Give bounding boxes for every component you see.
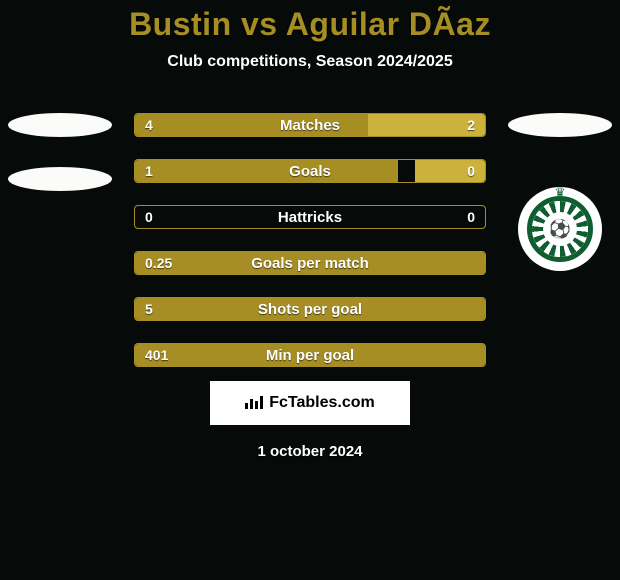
stat-value-left: 0.25 [145,252,172,274]
stat-bar-left [135,252,485,274]
stat-bar-left [135,114,368,136]
stat-row: 10Goals [134,159,486,183]
stat-row: 42Matches [134,113,486,137]
stat-row: 401Min per goal [134,343,486,367]
club-badge-inner: ⚽ [527,196,593,262]
stat-value-left: 5 [145,298,153,320]
stats-bars-column: 42Matches10Goals00Hattricks0.25Goals per… [120,113,500,367]
stat-bar-left [135,298,485,320]
player-left-shape-2 [8,167,112,191]
stat-row: 5Shots per goal [134,297,486,321]
stat-bar-left [135,344,485,366]
page-subtitle: Club competitions, Season 2024/2025 [167,53,452,71]
comparison-infographic: Bustin vs Aguilar DÃ­az Club competition… [0,0,620,460]
stat-value-right: 2 [467,114,475,136]
stat-value-left: 1 [145,160,153,182]
page-title: Bustin vs Aguilar DÃ­az [129,6,491,43]
right-player-column: ♛ ⚽ [500,113,620,271]
stat-value-right: 0 [467,160,475,182]
player-left-shape-1 [8,113,112,137]
brand-badge: FcTables.com [210,381,410,425]
brand-text: FcTables.com [269,394,375,412]
stat-row: 0 0Hattricks [134,205,486,229]
club-badge: ♛ ⚽ [518,187,602,271]
stats-area: 42Matches10Goals00Hattricks0.25Goals per… [0,113,620,367]
chart-icon [245,395,263,411]
soccer-ball-icon: ⚽ [543,212,577,246]
stat-value-left: 0 [145,206,153,228]
stat-bar-left [135,160,398,182]
left-player-column [0,113,120,191]
stat-row: 0.25Goals per match [134,251,486,275]
stat-label: Hattricks [135,206,485,228]
stat-value-right: 0 [467,206,475,228]
stat-value-left: 4 [145,114,153,136]
player-right-shape-1 [508,113,612,137]
date-text: 1 october 2024 [257,443,362,460]
stat-value-left: 401 [145,344,168,366]
